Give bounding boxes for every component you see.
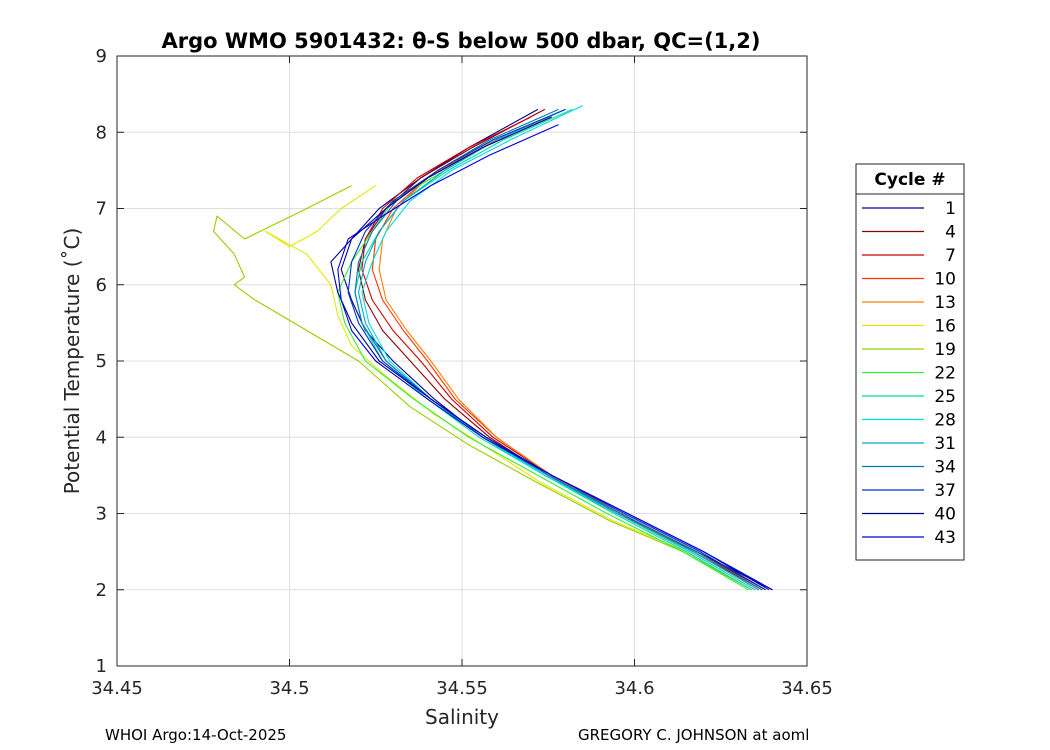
- legend-label-cycle-16: 16: [934, 317, 956, 337]
- y-tick-label: 9: [96, 46, 107, 67]
- series-line-cycle-43: [337, 124, 773, 591]
- legend-label-cycle-4: 4: [945, 223, 956, 243]
- legend-label-cycle-25: 25: [934, 387, 956, 407]
- series-line-cycle-1: [340, 108, 773, 591]
- y-tick-label: 8: [96, 122, 107, 143]
- legend-label-cycle-10: 10: [934, 270, 956, 290]
- legend-title: Cycle #: [874, 170, 945, 190]
- series-line-cycle-4: [357, 108, 766, 591]
- series-lines: [213, 105, 773, 591]
- series-line-cycle-10: [371, 116, 759, 591]
- y-tick-label: 4: [96, 427, 107, 448]
- y-tick-label: 6: [96, 275, 107, 296]
- y-axis-label: Potential Temperature (˚C): [60, 228, 84, 495]
- y-tick-label: 7: [96, 199, 107, 220]
- series-line-cycle-13: [378, 116, 756, 591]
- axis-ticks: 34.45 34.5 34.55 34.6 34.65 1 2 3 4 5 6 7 8 9: [91, 46, 833, 699]
- legend-label-cycle-22: 22: [934, 364, 956, 384]
- series-line-cycle-28: [361, 105, 756, 591]
- y-tick-label: 1: [96, 656, 107, 677]
- legend-box: [855, 163, 965, 561]
- series-line-cycle-37: [347, 108, 766, 591]
- legend-label-cycle-43: 43: [934, 528, 956, 548]
- legend: Cycle # 1 4 7 10 13 16 19 22 25 28 31 34 37 40 43: [855, 163, 965, 561]
- footer-right: GREGORY C. JOHNSON at aoml: [578, 726, 810, 744]
- footer-left: WHOI Argo:14-Oct-2025: [105, 726, 287, 744]
- series-line-cycle-40: [330, 116, 770, 591]
- series-line-cycle-25: [354, 108, 753, 591]
- chart-title: Argo WMO 5901432: θ-S below 500 dbar, QC…: [162, 29, 761, 53]
- y-tick-label: 3: [96, 504, 107, 525]
- legend-label-cycle-40: 40: [934, 505, 956, 525]
- x-axis-label: Salinity: [425, 705, 499, 729]
- grid-lines: [116, 55, 808, 667]
- series-line-cycle-22: [337, 108, 749, 591]
- x-tick-label: 34.5: [269, 678, 309, 699]
- y-tick-label: 2: [96, 580, 107, 601]
- legend-label-cycle-7: 7: [945, 246, 956, 266]
- x-tick-label: 34.6: [614, 678, 654, 699]
- legend-label-cycle-19: 19: [934, 340, 956, 360]
- legend-label-cycle-34: 34: [934, 458, 956, 478]
- legend-label-cycle-1: 1: [945, 199, 956, 219]
- series-line-cycle-16: [264, 185, 753, 591]
- legend-label-cycle-37: 37: [934, 481, 956, 501]
- x-tick-label: 34.55: [436, 678, 488, 699]
- series-line-cycle-19: [213, 185, 753, 591]
- x-tick-label: 34.65: [781, 678, 833, 699]
- legend-label-cycle-13: 13: [934, 293, 956, 313]
- x-tick-label: 34.45: [91, 678, 143, 699]
- series-line-cycle-31: [357, 108, 759, 591]
- legend-label-cycle-31: 31: [934, 434, 956, 454]
- y-tick-label: 5: [96, 351, 107, 372]
- legend-label-cycle-28: 28: [934, 411, 956, 431]
